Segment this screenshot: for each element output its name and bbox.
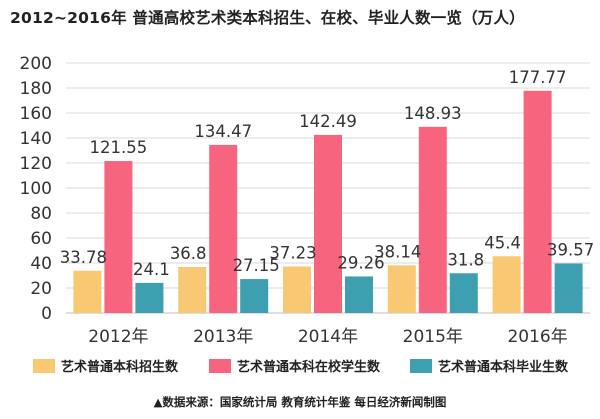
y-tick-label: 120 [20, 154, 52, 174]
x-tick-label: 2015年 [403, 327, 463, 347]
x-tick-label: 2014年 [298, 327, 358, 347]
y-tick-label: 40 [30, 254, 52, 274]
legend-swatch [410, 358, 432, 373]
bar-series-1 [178, 267, 207, 313]
bar-series-2 [104, 161, 133, 313]
data-label: 33.78 [60, 248, 107, 267]
data-label: 31.8 [447, 250, 484, 269]
y-tick-label: 60 [30, 229, 52, 249]
y-tick-label: 140 [20, 129, 52, 149]
y-tick-label: 80 [30, 204, 52, 224]
y-tick-label: 180 [20, 79, 52, 99]
bar-series-2 [523, 90, 552, 313]
data-label: 134.47 [194, 122, 252, 141]
legend-label: 艺术普通本科招生数 [61, 360, 179, 375]
bar-series-2 [418, 126, 447, 314]
data-label: 36.8 [170, 244, 207, 263]
data-label: 24.1 [133, 260, 170, 279]
legend-swatch [209, 358, 231, 373]
data-label: 37.23 [269, 243, 316, 262]
legend-swatch [33, 358, 55, 373]
data-label: 142.49 [299, 112, 357, 131]
x-tick-label: 2016年 [507, 327, 567, 347]
y-tick-label: 0 [41, 304, 52, 324]
bar-series-3 [449, 273, 478, 313]
data-label: 148.93 [404, 104, 462, 123]
data-label: 27.15 [233, 256, 280, 275]
data-label: 177.77 [509, 68, 567, 87]
chart-legend: 艺术普通本科招生数 艺术普通本科在校学生数 艺术普通本科毕业生数 [0, 356, 600, 376]
bar-series-3 [135, 282, 164, 313]
data-source-note: ▲数据来源：国家统计局 教育统计年鉴 每日经济新闻制图 [153, 395, 447, 409]
legend-label: 艺术普通本科在校学生数 [237, 360, 381, 375]
data-label: 121.55 [90, 138, 148, 157]
y-tick-label: 160 [20, 104, 52, 124]
data-label: 38.14 [374, 242, 421, 261]
legend-item: 艺术普通本科在校学生数 [209, 356, 380, 375]
y-tick-label: 20 [30, 279, 52, 299]
bar-series-1 [387, 265, 416, 313]
bar-series-3 [345, 276, 373, 313]
legend-item: 艺术普通本科招生数 [33, 356, 178, 375]
data-label: 29.26 [337, 253, 384, 272]
bar-series-2 [209, 144, 238, 313]
legend-item: 艺术普通本科毕业生数 [410, 356, 568, 375]
data-label: 45.4 [484, 233, 521, 252]
legend-label: 艺术普通本科毕业生数 [438, 360, 569, 375]
bar-series-3 [240, 279, 269, 313]
y-tick-label: 200 [20, 54, 52, 74]
data-label: 39.57 [547, 241, 594, 260]
bar-series-1 [73, 270, 102, 313]
bar-series-2 [314, 134, 342, 313]
bar-series-1 [492, 256, 521, 313]
x-tick-label: 2012年 [88, 327, 148, 347]
x-tick-label: 2013年 [193, 327, 253, 347]
bar-series-1 [283, 266, 311, 313]
y-tick-label: 100 [20, 179, 52, 199]
bar-series-3 [554, 263, 583, 313]
bar-chart: 0 20 40 60 80 100 120 140 160 180 200 33.78 121.55 24… [20, 54, 595, 347]
chart-title: 2012~2016年 普通高校艺术类本科招生、在校、毕业人数一览（万人） [10, 9, 525, 27]
